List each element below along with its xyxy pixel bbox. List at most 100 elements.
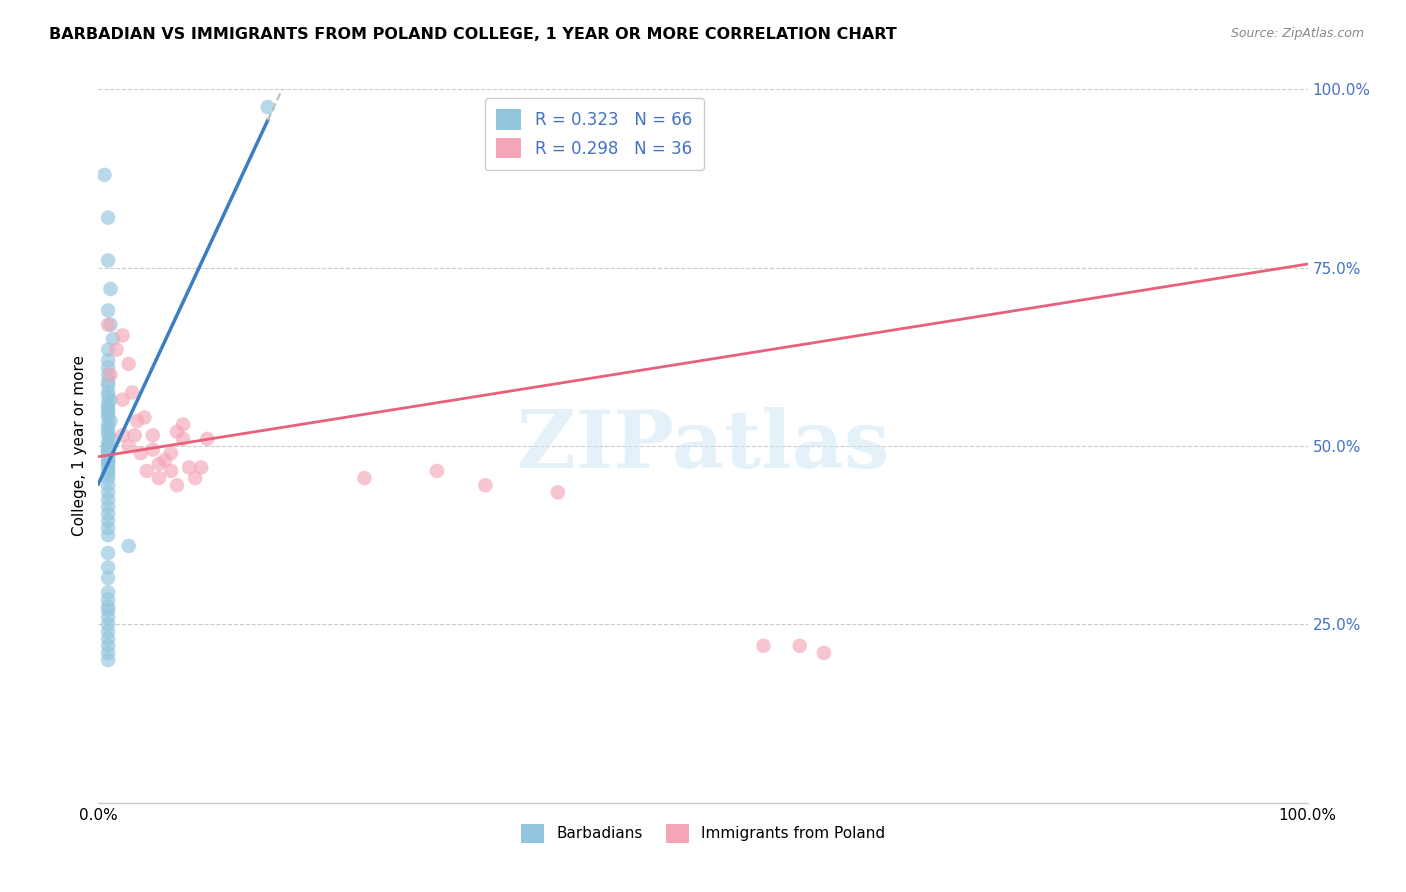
Text: ZIPatlas: ZIPatlas (517, 407, 889, 485)
Point (97, 442, 120, 457)
Point (97, 460, 120, 475)
Point (97, 610, 120, 624)
Point (97, 417, 120, 432)
Point (97, 303, 120, 318)
Point (172, 417, 194, 432)
Point (97, 421, 120, 435)
Point (134, 410, 156, 425)
Point (97, 599, 120, 614)
Point (97, 435, 120, 450)
Point (111, 392, 134, 407)
Point (129, 446, 152, 460)
Point (97, 389, 120, 403)
Point (153, 453, 176, 467)
Point (97, 485, 120, 500)
Point (97, 450, 120, 464)
Point (97, 343, 120, 357)
Point (166, 478, 188, 492)
Point (160, 464, 183, 478)
Point (97, 560, 120, 574)
Point (100, 282, 122, 296)
Point (97, 632, 120, 646)
Point (124, 428, 146, 442)
Point (426, 464, 449, 478)
Point (100, 432, 122, 446)
Point (97, 457, 120, 471)
Point (97, 528, 120, 542)
Point (256, 100, 278, 114)
Point (97, 439, 120, 453)
Point (97, 453, 120, 467)
Point (135, 464, 157, 478)
Point (93, 168, 115, 182)
Point (97, 500, 120, 514)
Point (100, 392, 122, 407)
Point (474, 478, 496, 492)
Point (121, 385, 143, 400)
Point (97, 646, 120, 660)
Point (184, 471, 207, 485)
Point (105, 343, 128, 357)
Point (195, 432, 218, 446)
Point (100, 414, 122, 428)
Y-axis label: College, 1 year or more: College, 1 year or more (72, 356, 87, 536)
Point (97, 617, 120, 632)
Point (111, 328, 134, 343)
Point (97, 585, 120, 599)
Point (97, 378, 120, 392)
Point (118, 439, 141, 453)
Legend: Barbadians, Immigrants from Poland: Barbadians, Immigrants from Poland (515, 818, 891, 848)
Point (97, 400, 120, 414)
Text: Source: ZipAtlas.com: Source: ZipAtlas.com (1230, 27, 1364, 40)
Point (547, 485, 569, 500)
Point (97, 441, 120, 455)
Point (97, 407, 120, 421)
Point (97, 455, 120, 469)
Point (752, 639, 775, 653)
Point (97, 318, 120, 332)
Point (97, 353, 120, 368)
Text: BARBADIAN VS IMMIGRANTS FROM POLAND COLLEGE, 1 YEAR OR MORE CORRELATION CHART: BARBADIAN VS IMMIGRANTS FROM POLAND COLL… (49, 27, 897, 42)
Point (148, 457, 170, 471)
Point (166, 425, 188, 439)
Point (97, 492, 120, 507)
Point (118, 539, 141, 553)
Point (97, 471, 120, 485)
Point (97, 653, 120, 667)
Point (160, 446, 183, 460)
Point (97, 375, 120, 389)
Point (97, 521, 120, 535)
Point (118, 357, 141, 371)
Point (97, 403, 120, 417)
Point (100, 368, 122, 382)
Point (97, 592, 120, 607)
Point (97, 253, 120, 268)
Point (97, 385, 120, 400)
Point (97, 514, 120, 528)
Point (111, 428, 134, 442)
Point (179, 460, 201, 475)
Point (101, 332, 124, 346)
Point (142, 442, 165, 457)
Point (97, 546, 120, 560)
Point (97, 448, 120, 462)
Point (97, 444, 120, 458)
Point (97, 507, 120, 521)
Point (97, 603, 120, 617)
Point (97, 368, 120, 382)
Point (813, 646, 835, 660)
Point (97, 396, 120, 410)
Point (142, 428, 165, 442)
Point (172, 432, 194, 446)
Point (97, 467, 120, 482)
Point (97, 446, 120, 460)
Point (190, 460, 212, 475)
Point (789, 639, 811, 653)
Point (97, 425, 120, 439)
Point (97, 464, 120, 478)
Point (97, 410, 120, 425)
Point (100, 318, 122, 332)
Point (127, 414, 149, 428)
Point (353, 471, 375, 485)
Point (97, 624, 120, 639)
